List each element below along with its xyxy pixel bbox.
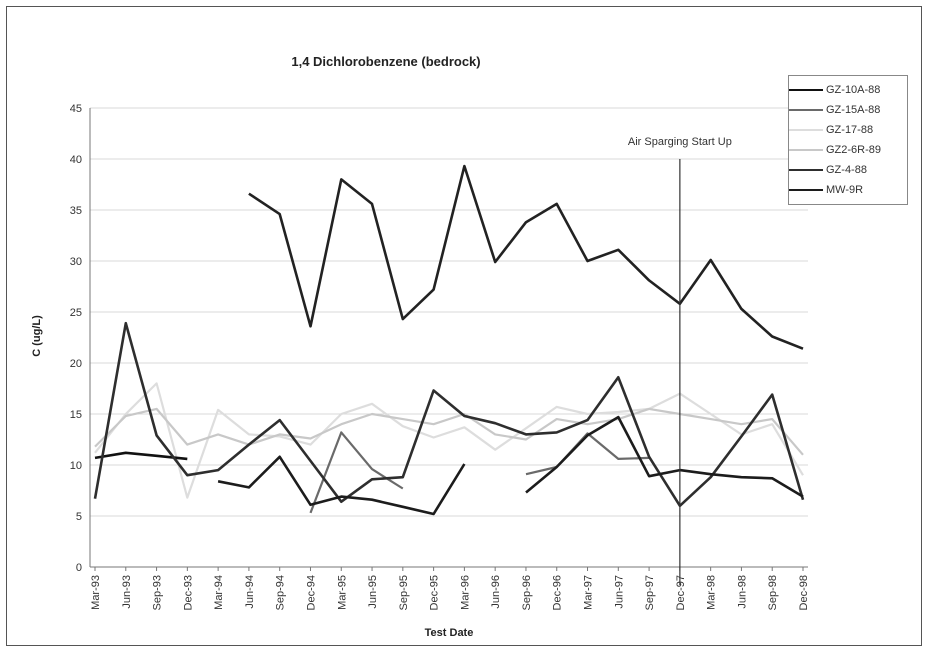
legend-item: GZ-10A-88: [789, 80, 907, 100]
legend-swatch: [789, 149, 823, 151]
legend-swatch: [789, 89, 823, 91]
y-tick-label: 15: [70, 409, 82, 421]
x-tick-label: Dec-94: [305, 575, 317, 610]
legend-swatch: [789, 109, 823, 111]
y-tick-label: 30: [70, 256, 82, 268]
y-tick-label: 0: [76, 562, 82, 574]
y-tick-label: 40: [70, 154, 82, 166]
x-tick-label: Mar-95: [336, 575, 348, 610]
x-tick-label: Mar-98: [706, 575, 718, 610]
y-tick-label: 25: [70, 307, 82, 319]
series-line: [248, 164, 804, 350]
series-line: [93, 321, 805, 508]
legend-swatch: [789, 189, 823, 191]
series-line: [525, 415, 804, 498]
y-tick-label: 20: [70, 358, 82, 370]
legend-item: GZ-4-88: [789, 160, 907, 180]
series-layer: [93, 164, 805, 516]
x-axis-label: Test Date: [425, 627, 474, 639]
legend-label: GZ-4-88: [826, 164, 867, 176]
x-tick-label: Jun-97: [613, 575, 625, 609]
annotation-label: Air Sparging Start Up: [628, 136, 732, 148]
x-tick-label: Dec-95: [429, 575, 441, 610]
chart-legend: GZ-10A-88 GZ-15A-88 GZ-17-88 GZ2-6R-89 GZ-4-…: [788, 75, 908, 205]
x-tick-label: Mar-93: [90, 575, 102, 610]
legend-label: GZ2-6R-89: [826, 144, 882, 156]
legend-label: GZ-15A-88: [826, 104, 881, 116]
x-tick-label: Dec-96: [552, 575, 564, 610]
legend-item: GZ-15A-88: [789, 100, 907, 120]
annotation-layer: Air Sparging Start Up: [628, 136, 732, 585]
y-tick-label: 5: [76, 511, 82, 523]
axes: 0 5 10 15 20 25 30 35 40 45 Mar-93 Jun-93 Sep-93 Dec-…: [70, 103, 810, 610]
x-tick-label: Sep-97: [644, 575, 656, 610]
x-tick-label: Jun-98: [736, 575, 748, 609]
y-axis-label: C (ug/L): [31, 315, 43, 357]
x-tick-label: Sep-98: [767, 575, 779, 610]
series-line: [94, 382, 804, 499]
x-tick-label: Jun-95: [367, 575, 379, 609]
x-tick-label: Sep-94: [275, 575, 287, 610]
x-tick-label: Jun-94: [244, 575, 256, 609]
x-tick-label: Dec-97: [675, 575, 687, 610]
x-tick-label: Dec-98: [798, 575, 810, 610]
legend-label: GZ-10A-88: [826, 84, 881, 96]
series-line: [217, 455, 466, 516]
series-line: [94, 407, 804, 456]
legend-label: GZ-17-88: [826, 124, 874, 136]
x-tick-label: Sep-96: [521, 575, 533, 610]
x-tick-label: Sep-93: [152, 575, 164, 610]
y-tick-label: 35: [70, 205, 82, 217]
legend-item: GZ-17-88: [789, 120, 907, 140]
legend-item: MW-9R: [789, 180, 907, 200]
legend-swatch: [789, 169, 823, 171]
gridlines: [90, 107, 808, 517]
x-tick-label: Mar-94: [213, 575, 225, 610]
x-tick-label: Mar-96: [459, 575, 471, 610]
legend-label: MW-9R: [826, 184, 864, 196]
y-tick-label: 45: [70, 103, 82, 115]
x-tick-label: Jun-96: [490, 575, 502, 609]
series-line: [525, 432, 650, 476]
x-tick-label: Mar-97: [583, 575, 595, 610]
x-tick-label: Jun-93: [121, 575, 133, 609]
x-tick-label: Dec-93: [182, 575, 194, 610]
y-tick-label: 10: [70, 460, 82, 472]
chart-title: 1,4 Dichlorobenzene (bedrock): [291, 54, 480, 69]
chart-frame: [6, 6, 922, 646]
legend-item: GZ2-6R-89: [789, 140, 907, 160]
x-tick-label: Sep-95: [398, 575, 410, 610]
legend-swatch: [789, 129, 823, 131]
